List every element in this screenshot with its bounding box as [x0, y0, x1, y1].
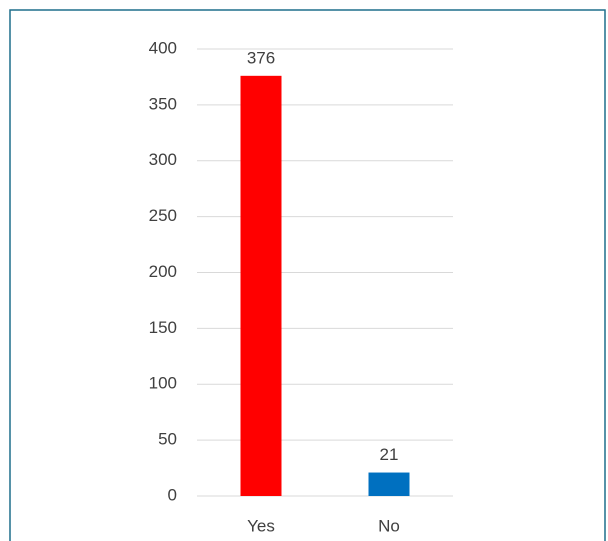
y-tick-label: 350 [149, 94, 177, 113]
y-tick-label: 250 [149, 206, 177, 225]
y-tick-label: 400 [149, 38, 177, 57]
y-tick-label: 300 [149, 150, 177, 169]
x-tick-label: Yes [247, 516, 275, 535]
bar [368, 472, 410, 496]
data-label: 376 [247, 48, 275, 67]
y-tick-label: 200 [149, 262, 177, 281]
y-tick-label: 150 [149, 318, 177, 337]
bar [240, 75, 282, 496]
data-label: 21 [380, 445, 399, 464]
frame [9, 9, 606, 541]
y-tick-label: 100 [149, 374, 177, 393]
x-tick-label: No [378, 516, 400, 535]
y-tick-label: 0 [168, 485, 177, 504]
y-tick-label: 50 [158, 430, 177, 449]
